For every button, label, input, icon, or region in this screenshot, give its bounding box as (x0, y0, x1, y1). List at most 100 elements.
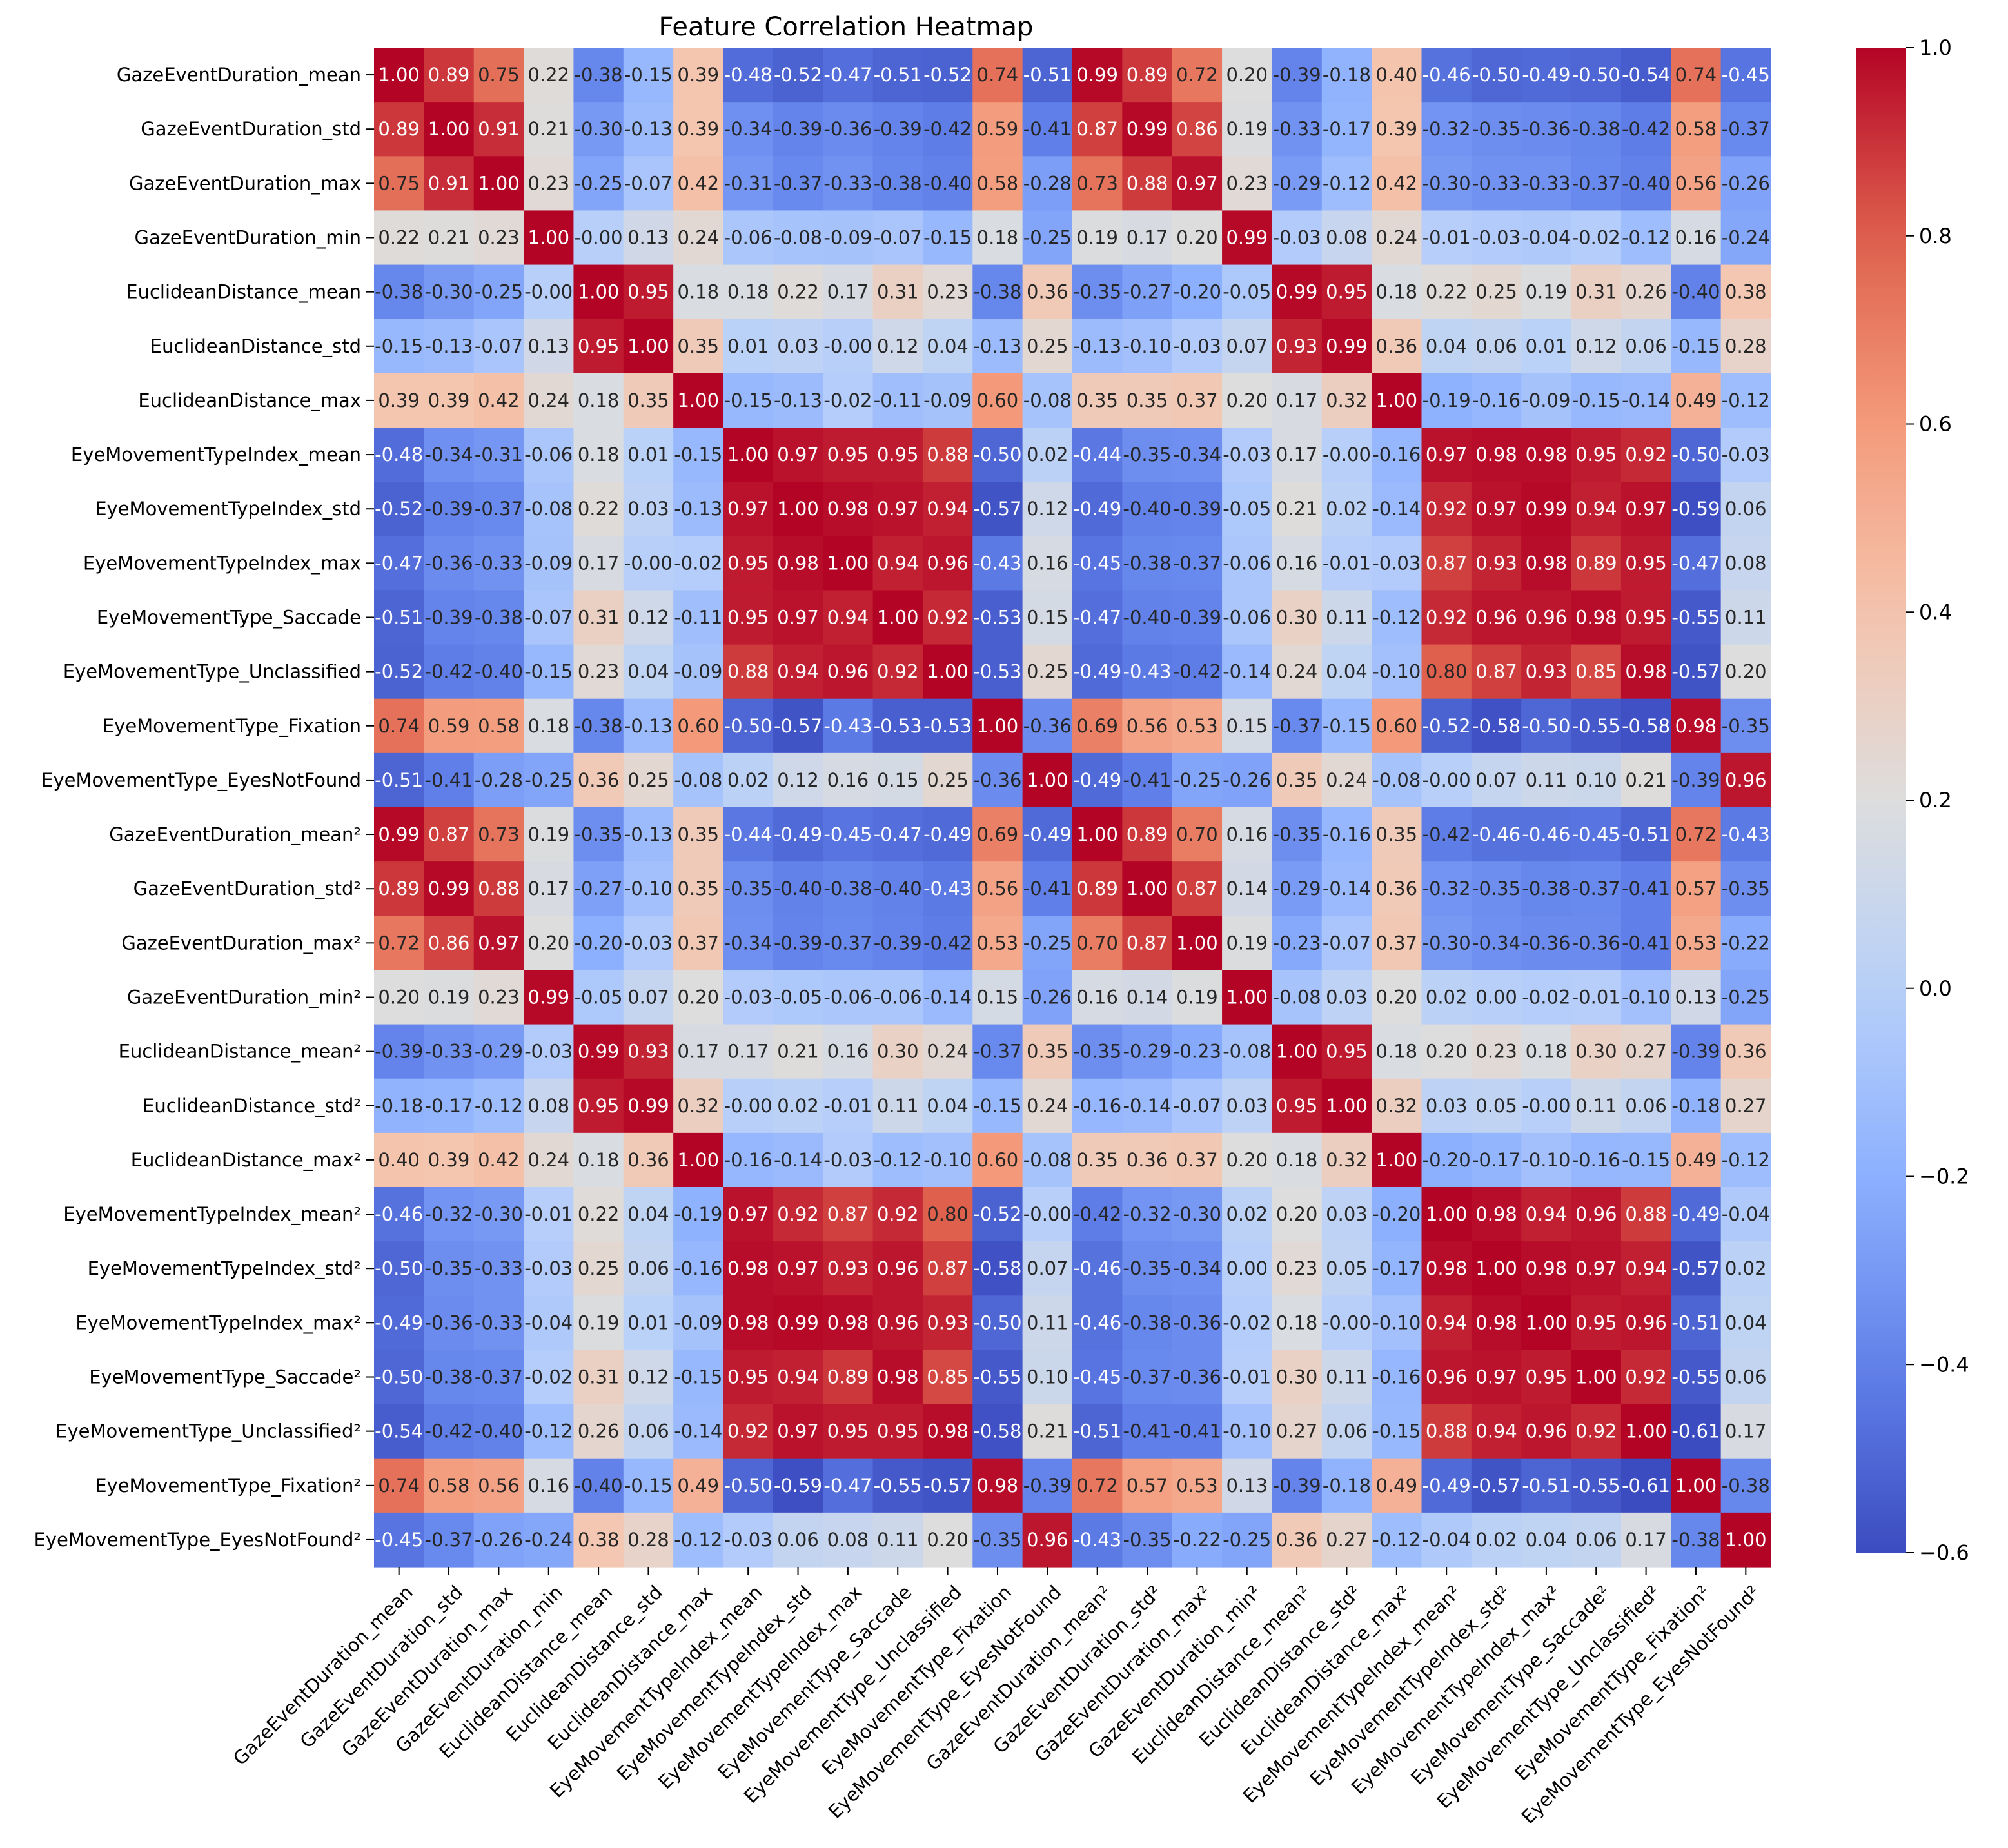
cell-value-label: -0.00 (1323, 444, 1371, 466)
cell-value-label: -0.36 (1023, 715, 1072, 737)
cell-value-label: 0.75 (478, 64, 520, 86)
heatmap-cell (773, 264, 823, 320)
heatmap-cell (1172, 1078, 1223, 1134)
heatmap-cell (1571, 264, 1622, 320)
heatmap-cell (424, 48, 475, 103)
cell-value-label: 0.08 (1725, 552, 1767, 574)
cell-value-label: 0.31 (877, 281, 919, 303)
y-tick-label: GazeEventDuration_mean (117, 64, 361, 86)
cell-value-label: -0.01 (1422, 227, 1471, 249)
heatmap-cell (673, 916, 724, 971)
cell-value-label: -0.47 (1671, 552, 1720, 574)
heatmap-cell (1421, 1241, 1472, 1296)
colorbar-tick-label: −0.4 (1919, 1352, 1969, 1377)
cell-value-label: -0.07 (874, 227, 922, 249)
heatmap-cell (524, 48, 575, 103)
heatmap-cell (623, 264, 674, 320)
cell-value-label: -0.04 (1722, 1203, 1770, 1225)
heatmap-cell (1521, 156, 1572, 211)
cell-value-label: 0.22 (1426, 281, 1468, 303)
heatmap-cell (872, 102, 923, 157)
cell-value-label: -0.03 (724, 987, 773, 1008)
heatmap-cell (972, 1512, 1023, 1568)
cell-value-label: 0.15 (977, 987, 1019, 1008)
cell-value-label: 0.99 (1326, 335, 1368, 357)
heatmap-cell (1620, 48, 1671, 103)
heatmap-cell (1122, 590, 1173, 645)
heatmap-cell (673, 319, 724, 374)
heatmap-cell (573, 1132, 624, 1188)
heatmap-cell (1222, 1187, 1273, 1242)
cell-value-label: -0.09 (524, 552, 573, 574)
heatmap-cell (1321, 1295, 1372, 1351)
heatmap-cell (872, 1512, 923, 1568)
heatmap-cell (473, 1024, 524, 1079)
heatmap-cell (872, 970, 923, 1025)
heatmap-cell (673, 1512, 724, 1568)
heatmap-cell (872, 428, 923, 482)
heatmap-cell (1521, 536, 1572, 591)
cell-value-label: -0.32 (1422, 118, 1471, 140)
cell-value-label: 0.98 (1526, 552, 1568, 574)
colorbar-tick-label: 0.0 (1919, 976, 1952, 1001)
heatmap-cell (723, 752, 774, 808)
heatmap-cell (1471, 698, 1522, 754)
heatmap-cell (1272, 1078, 1323, 1134)
heatmap-cell (473, 48, 524, 103)
cell-value-label: -0.10 (923, 1149, 972, 1171)
heatmap-cell (1471, 156, 1522, 211)
heatmap-cell (972, 916, 1023, 971)
heatmap-cell (1122, 264, 1173, 320)
cell-value-label: 0.17 (1725, 1420, 1767, 1442)
heatmap-cell (773, 970, 823, 1025)
cell-value-label: -0.23 (1273, 932, 1321, 954)
heatmap-cell (1172, 48, 1223, 103)
heatmap-cell (872, 482, 923, 536)
cell-value-label: 0.16 (1027, 552, 1068, 574)
heatmap-cell (922, 1078, 973, 1134)
cell-value-label: -0.52 (375, 498, 423, 520)
cell-value-label: -0.49 (1073, 498, 1121, 520)
heatmap-cell (773, 373, 823, 428)
cell-value-label: 0.98 (927, 1420, 969, 1442)
heatmap-cell (1421, 970, 1472, 1025)
cell-value-label: 1.00 (1176, 932, 1218, 954)
cell-value-label: 0.08 (827, 1529, 869, 1551)
heatmap-cell (673, 1350, 724, 1405)
cell-value-label: -0.08 (1023, 1149, 1072, 1171)
heatmap-cell (1172, 1241, 1223, 1296)
cell-value-label: -0.30 (475, 1203, 523, 1225)
heatmap-cell (1571, 698, 1622, 754)
heatmap-cell (1372, 536, 1422, 591)
cell-value-label: 0.20 (1176, 227, 1218, 249)
cell-value-label: -0.58 (1622, 715, 1670, 737)
cell-value-label: -0.09 (1522, 389, 1570, 411)
heatmap-cell (1072, 861, 1123, 916)
heatmap-cell (773, 1241, 823, 1296)
cell-value-label: -0.17 (1472, 1149, 1521, 1171)
cell-value-label: -0.41 (1123, 769, 1172, 791)
heatmap-cell (1172, 644, 1223, 700)
cell-value-label: -0.07 (1173, 1095, 1221, 1117)
heatmap-cell (1372, 482, 1422, 536)
heatmap-cell (473, 1295, 524, 1351)
heatmap-cell (1122, 916, 1173, 971)
heatmap-cell (473, 1241, 524, 1296)
heatmap-cell (573, 590, 624, 645)
cell-value-label: 0.25 (1027, 335, 1068, 357)
heatmap-cell (1321, 536, 1372, 591)
heatmap-cell (1072, 536, 1123, 591)
cell-value-label: -0.15 (1323, 715, 1371, 737)
heatmap-cell (673, 102, 724, 157)
heatmap-cell (573, 970, 624, 1025)
heatmap-cell (1321, 482, 1372, 536)
heatmap-cell (1720, 1458, 1771, 1513)
cell-value-label: 0.02 (1027, 444, 1068, 466)
heatmap-cell (524, 1458, 575, 1513)
heatmap-cell (1720, 807, 1771, 862)
cell-value-label: 0.94 (877, 552, 919, 574)
cell-value-label: -0.16 (674, 1257, 722, 1279)
heatmap-cell (1671, 1295, 1722, 1351)
cell-value-label: -0.05 (575, 987, 623, 1008)
heatmap-cell (1471, 644, 1522, 700)
